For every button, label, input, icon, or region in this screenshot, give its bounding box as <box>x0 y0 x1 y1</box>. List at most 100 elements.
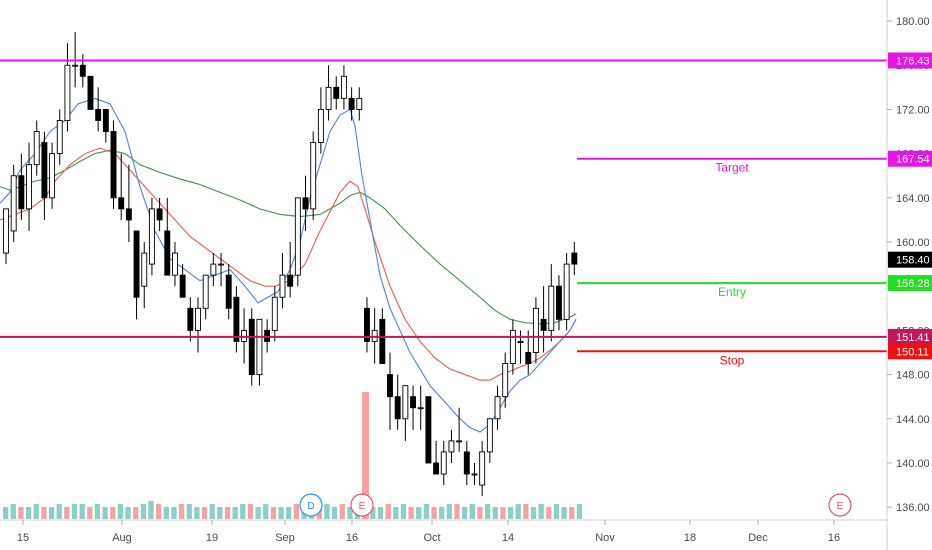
candle <box>26 142 32 231</box>
volume-bar <box>102 507 108 519</box>
candle-body-down <box>425 396 432 464</box>
candle-body-down <box>95 108 102 121</box>
volume-bar <box>186 504 192 519</box>
volume-bar <box>10 504 16 519</box>
volume-bar <box>240 504 246 519</box>
candle <box>256 318 263 386</box>
candle-body-up <box>210 263 217 276</box>
candle-body-down <box>125 208 132 221</box>
level-name-label: Entry <box>718 285 746 299</box>
volume-bar <box>400 504 407 519</box>
time-tick-label: Aug <box>112 532 132 544</box>
price-tick-label: 160.00 <box>896 237 930 249</box>
candle-body-down <box>387 374 393 398</box>
event-marker[interactable]: E <box>350 493 374 517</box>
volume-bar <box>79 504 85 519</box>
volume-bar <box>553 504 560 519</box>
volume-bar <box>530 507 537 519</box>
candle-body-down <box>133 230 140 298</box>
candle <box>317 87 324 154</box>
candle <box>10 164 17 243</box>
volume-bar <box>538 504 544 519</box>
candle <box>33 120 40 176</box>
event-marker[interactable]: D <box>299 493 323 517</box>
volume-bar <box>278 507 284 519</box>
candle <box>248 308 255 386</box>
candle <box>87 75 94 110</box>
event-marker[interactable]: E <box>828 493 852 517</box>
volume-bar <box>416 507 422 519</box>
time-tick-label: 14 <box>502 532 514 544</box>
volume-bar <box>523 504 529 519</box>
time-tick-label: 16 <box>346 532 358 544</box>
volume-bar <box>178 504 185 519</box>
candle-body-down <box>102 108 109 132</box>
time-tick-label: 16 <box>828 532 840 544</box>
time-tick-label: Nov <box>595 532 615 544</box>
candle-body-up <box>502 363 509 398</box>
candle <box>49 142 56 209</box>
volume-bars <box>3 392 583 519</box>
candle-body-up <box>72 64 79 67</box>
candle-body-down <box>156 208 163 221</box>
candle-body-down <box>556 285 562 320</box>
volume-bar <box>64 507 70 519</box>
candle <box>448 429 455 463</box>
candle-body-down <box>225 274 232 309</box>
candle <box>333 76 340 110</box>
candle <box>509 319 516 375</box>
volume-bar <box>423 504 430 519</box>
candle <box>387 352 393 430</box>
candle <box>218 253 224 287</box>
candle-body-down <box>187 307 194 331</box>
candle-body-up <box>195 307 201 331</box>
volume-bar <box>224 507 231 519</box>
candle <box>540 286 547 353</box>
candle <box>410 385 416 430</box>
candle <box>164 197 171 276</box>
price-tick-label: 144.00 <box>896 414 930 426</box>
volume-bar <box>339 504 345 519</box>
volume-bar <box>33 504 39 519</box>
candle <box>287 242 294 298</box>
volume-bar-spike <box>362 392 369 519</box>
candle-body-down <box>463 451 470 475</box>
candle-body-down <box>302 197 309 210</box>
horizontal-levels[interactable]: Target Entry Stop <box>0 59 887 367</box>
candle <box>417 385 424 430</box>
level-name-label: Target <box>715 161 749 175</box>
candle <box>348 87 355 121</box>
volume-bar <box>56 504 62 519</box>
volume-bar <box>462 507 468 519</box>
candle-body-down <box>571 252 578 265</box>
volume-bar <box>385 504 391 519</box>
candle-body-down <box>18 175 25 210</box>
candle-body-down <box>87 75 94 110</box>
candle <box>486 418 493 463</box>
volume-bar <box>94 504 101 519</box>
candle-body-up <box>486 418 493 453</box>
candle-body-down <box>41 142 48 199</box>
time-axis[interactable]: 15 Aug 19 Sep 16 Oct 14 Nov 18 Dec 16 <box>17 520 840 544</box>
candle-body-up <box>172 252 178 276</box>
candle <box>118 153 125 220</box>
candle <box>340 65 347 110</box>
price-badge-label: 156.28 <box>896 278 930 290</box>
candle-body-down <box>233 296 240 342</box>
price-badge <box>888 52 932 69</box>
candle <box>41 131 48 220</box>
volume-bar <box>515 504 521 519</box>
candle-body-up <box>26 164 32 210</box>
last-price-badge <box>888 251 932 268</box>
candle <box>64 43 71 132</box>
price-tick-label: 164.00 <box>896 193 930 205</box>
candle <box>548 264 555 342</box>
volume-bar <box>492 507 498 519</box>
volume-bar <box>71 504 78 519</box>
volume-bar <box>209 504 215 519</box>
candle <box>95 87 102 132</box>
candle <box>18 153 25 220</box>
price-badge <box>888 343 932 360</box>
